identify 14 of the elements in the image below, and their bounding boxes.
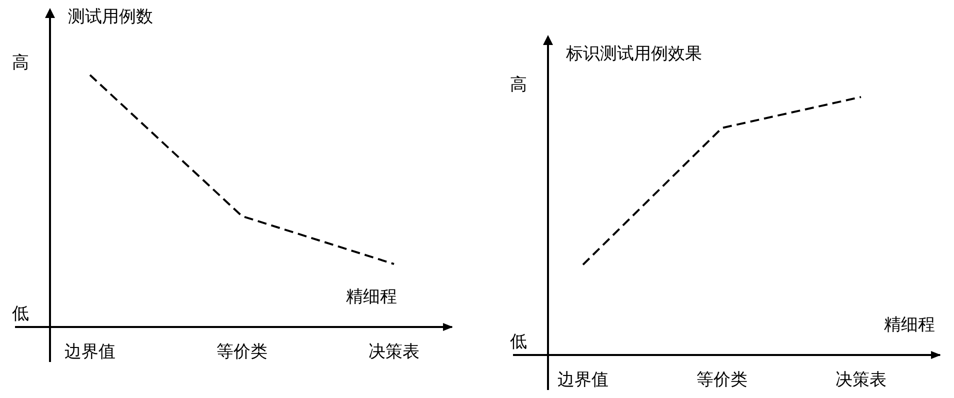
x-tick-label: 等价类 <box>216 342 268 361</box>
x-tick-label: 边界值 <box>64 342 116 361</box>
x-axis-title: 精细程 <box>884 315 935 334</box>
x-tick-label: 边界值 <box>558 370 608 389</box>
y-axis-title: 测试用例数 <box>68 7 153 26</box>
x-axis-title: 精细程 <box>346 287 397 306</box>
x-tick-label: 决策表 <box>368 342 420 361</box>
text: 高 <box>12 53 29 72</box>
y-axis-title: 标识测试用例效果 <box>565 44 702 63</box>
text: 高 <box>510 75 527 94</box>
x-tick-label: 等价类 <box>696 370 748 389</box>
annotation: 低 <box>510 332 527 351</box>
x-tick-label: 决策表 <box>836 370 886 389</box>
annotation: 低 <box>12 304 29 323</box>
